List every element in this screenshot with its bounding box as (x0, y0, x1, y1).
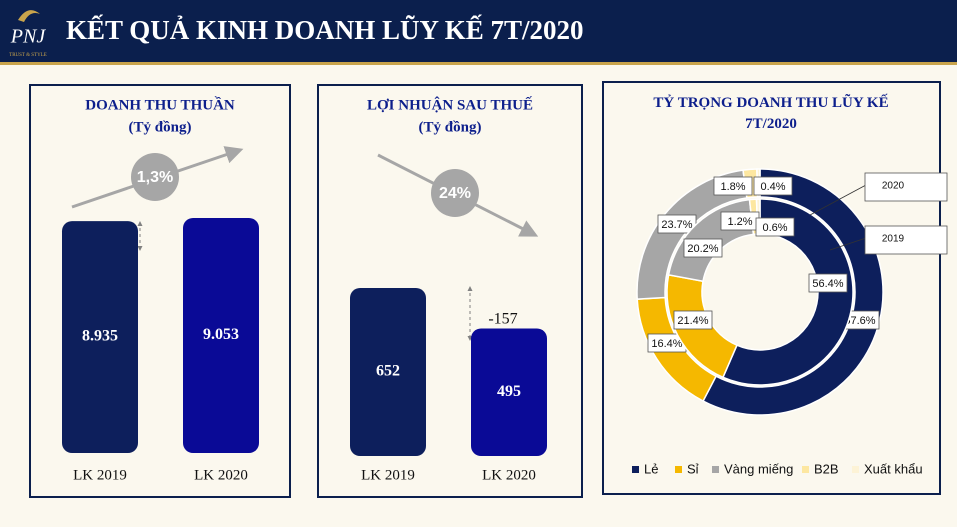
label-box (683, 238, 723, 258)
header-band (0, 0, 957, 62)
label-box (753, 176, 793, 196)
series-name: 2020 (882, 181, 905, 192)
bar-value-label: 495 (497, 383, 521, 400)
logo: PNJ (10, 26, 47, 48)
slice-value-label: 57.6% (844, 315, 875, 327)
growth-label: 1,3% (137, 169, 173, 186)
legend-label: B2B (814, 461, 839, 476)
slice-value-label: 0.4% (760, 181, 785, 193)
slice-value-label: 56.4% (812, 278, 843, 290)
legend-label: Sỉ (687, 461, 699, 476)
logo-mark (18, 10, 40, 22)
logo-tagline: TRUST & STYLE (9, 53, 47, 58)
bar-value-label: 652 (376, 363, 400, 380)
slice-value-label: 21.4% (677, 315, 708, 327)
x-tick-label: LK 2019 (361, 467, 415, 483)
difference-label: -157 (488, 311, 517, 328)
slice-value-label: 16.4% (651, 338, 682, 350)
growth-badge (131, 153, 179, 201)
legend-swatch (712, 466, 719, 473)
bar (350, 288, 426, 456)
growth-badge (431, 169, 479, 217)
legend-swatch (852, 466, 859, 473)
legend-swatch (632, 466, 639, 473)
header-rule (0, 62, 957, 65)
slice-value-label: 1.2% (727, 216, 752, 228)
chart-title: DOANH THU THUẦN (85, 96, 235, 113)
label-box (808, 273, 848, 293)
label-box (713, 176, 753, 196)
chart-title: TỶ TRỌNG DOANH THU LŨY KẾ 7T/2020 (653, 93, 888, 132)
legend-label: Vàng miếng (724, 461, 793, 476)
slice-value-label: 23.7% (661, 219, 692, 231)
label-box (673, 310, 713, 330)
x-tick-label: LK 2020 (194, 467, 248, 483)
callout-box (864, 172, 948, 202)
slice-value-label: 20.2% (687, 243, 718, 255)
bar (471, 328, 547, 456)
growth-label: 24% (439, 185, 471, 202)
chart-subtitle: (Tỷ đồng) (419, 119, 482, 135)
legend-swatch (802, 466, 809, 473)
bar-value-label: 9.053 (203, 326, 239, 343)
legend-swatch (675, 466, 682, 473)
bar-value-label: 8.935 (82, 328, 118, 345)
x-tick-label: LK 2020 (482, 467, 536, 483)
slice-value-label: 0.6% (762, 222, 787, 234)
x-tick-label: LK 2019 (73, 467, 127, 483)
label-box (755, 217, 795, 237)
page-title: KẾT QUẢ KINH DOANH LŨY KẾ 7T/2020 (66, 14, 584, 45)
callout-line (809, 184, 867, 216)
bar (62, 221, 138, 453)
callout-line (829, 237, 867, 251)
callout-box (864, 225, 948, 255)
legend-label: Lẻ (644, 461, 658, 476)
bar (183, 218, 259, 453)
series-name: 2019 (882, 234, 905, 245)
chart-subtitle: (Tỷ đồng) (129, 119, 192, 135)
legend-label: Xuất khẩu (864, 461, 923, 476)
slice-value-label: 1.8% (720, 181, 745, 193)
chart-title: LỢI NHUẬN SAU THUẾ (367, 96, 533, 113)
